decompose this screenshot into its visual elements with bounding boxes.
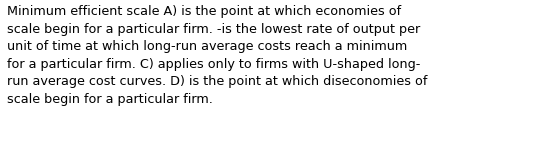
Text: Minimum efficient scale A) is the point at which economies of
scale begin for a : Minimum efficient scale A) is the point …: [7, 5, 427, 106]
